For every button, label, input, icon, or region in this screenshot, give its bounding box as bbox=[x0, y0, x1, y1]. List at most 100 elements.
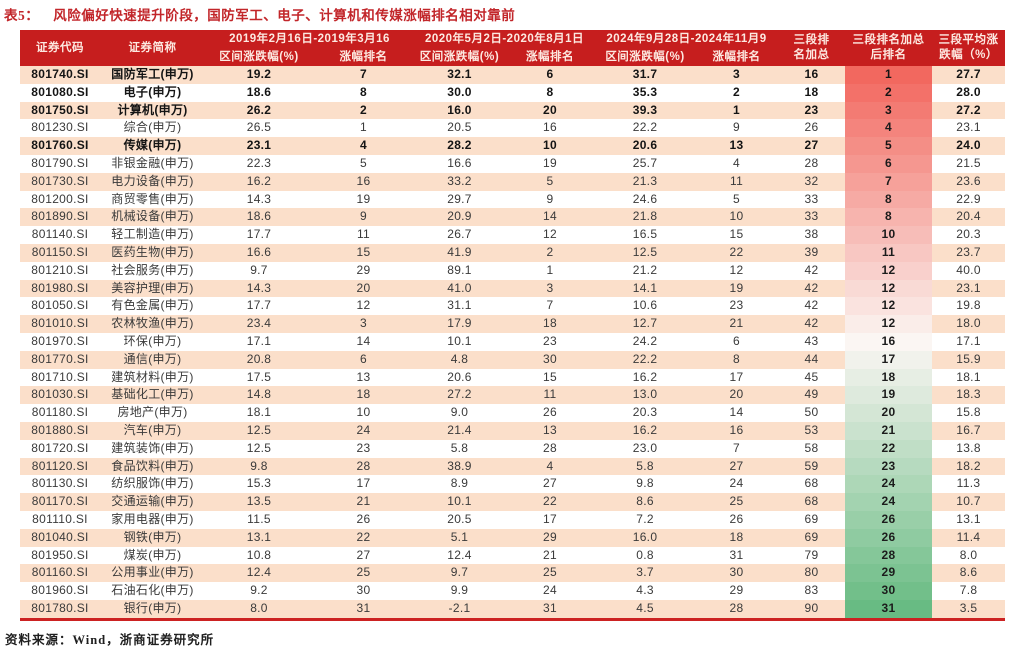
final-rank-cell: 23 bbox=[845, 458, 932, 476]
name-cell: 计算机(申万) bbox=[100, 102, 205, 120]
code-cell: 801200.SI bbox=[20, 191, 100, 209]
table-row: 801710.SI建筑材料(申万)17.51320.61516.21745181… bbox=[20, 369, 1005, 387]
code-cell: 801130.SI bbox=[20, 475, 100, 493]
rank-2020-cell: 4 bbox=[505, 458, 595, 476]
rank-2024-cell: 30 bbox=[695, 564, 778, 582]
table-row: 801200.SI商贸零售(申万)14.31929.7924.6533822.9 bbox=[20, 191, 1005, 209]
rank-2019-cell: 31 bbox=[313, 600, 414, 619]
final-rank-cell: 1 bbox=[845, 66, 932, 84]
code-cell: 801890.SI bbox=[20, 208, 100, 226]
name-cell: 医药生物(申万) bbox=[100, 244, 205, 262]
rank-2024-cell: 9 bbox=[695, 119, 778, 137]
rank-sum-cell: 50 bbox=[778, 404, 845, 422]
code-cell: 801950.SI bbox=[20, 547, 100, 565]
avg-chg-cell: 20.4 bbox=[932, 208, 1005, 226]
rank-2020-cell: 29 bbox=[505, 529, 595, 547]
table-row: 801010.SI农林牧渔(申万)23.4317.91812.721421218… bbox=[20, 315, 1005, 333]
final-rank-cell: 26 bbox=[845, 529, 932, 547]
avg-chg-line1: 三段平均涨 bbox=[932, 33, 1005, 48]
chg-2019-cell: 18.6 bbox=[205, 208, 313, 226]
rank-2024-cell: 22 bbox=[695, 244, 778, 262]
table-row: 801040.SI钢铁(申万)13.1225.12916.018692611.4 bbox=[20, 529, 1005, 547]
chg-2020-cell: 30.0 bbox=[414, 84, 505, 102]
rank-2020-cell: 2 bbox=[505, 244, 595, 262]
rank-2020-cell: 11 bbox=[505, 386, 595, 404]
rank-2020-cell: 21 bbox=[505, 547, 595, 565]
chg-2019-cell: 14.3 bbox=[205, 280, 313, 298]
avg-chg-cell: 21.5 bbox=[932, 155, 1005, 173]
chg-2019-cell: 18.1 bbox=[205, 404, 313, 422]
avg-chg-cell: 19.8 bbox=[932, 297, 1005, 315]
rank-sum-cell: 16 bbox=[778, 66, 845, 84]
avg-chg-cell: 28.0 bbox=[932, 84, 1005, 102]
avg-chg-cell: 11.4 bbox=[932, 529, 1005, 547]
chg-2019-cell: 12.5 bbox=[205, 440, 313, 458]
code-cell: 801970.SI bbox=[20, 333, 100, 351]
rank-2024-cell: 3 bbox=[695, 66, 778, 84]
rank-2020-cell: 9 bbox=[505, 191, 595, 209]
final-rank-cell: 6 bbox=[845, 155, 932, 173]
rank-sum-cell: 69 bbox=[778, 511, 845, 529]
rank-sum-cell: 42 bbox=[778, 315, 845, 333]
rank-2019-cell: 1 bbox=[313, 119, 414, 137]
rank-2020-cell: 24 bbox=[505, 582, 595, 600]
chg-2019-cell: 9.7 bbox=[205, 262, 313, 280]
table-row: 801960.SI石油石化(申万)9.2309.9244.32983307.8 bbox=[20, 582, 1005, 600]
name-cell: 美容护理(申万) bbox=[100, 280, 205, 298]
code-cell: 801770.SI bbox=[20, 351, 100, 369]
rank-2024-cell: 19 bbox=[695, 280, 778, 298]
code-cell: 801010.SI bbox=[20, 315, 100, 333]
chg-2020-cell: 26.7 bbox=[414, 226, 505, 244]
rank-2020-cell: 27 bbox=[505, 475, 595, 493]
col-header-period3: 2024年9月28日-2024年11月9 bbox=[595, 30, 778, 48]
chg-2019-cell: 26.5 bbox=[205, 119, 313, 137]
code-cell: 801120.SI bbox=[20, 458, 100, 476]
avg-chg-cell: 18.3 bbox=[932, 386, 1005, 404]
code-cell: 801050.SI bbox=[20, 297, 100, 315]
table-row: 801110.SI家用电器(申万)11.52620.5177.226692613… bbox=[20, 511, 1005, 529]
rank-2024-cell: 20 bbox=[695, 386, 778, 404]
chg-2024-cell: 22.2 bbox=[595, 351, 695, 369]
rank-2019-cell: 14 bbox=[313, 333, 414, 351]
chg-2024-cell: 25.7 bbox=[595, 155, 695, 173]
rank-2019-cell: 27 bbox=[313, 547, 414, 565]
code-cell: 801030.SI bbox=[20, 386, 100, 404]
rank-2020-cell: 14 bbox=[505, 208, 595, 226]
rank-sum-cell: 42 bbox=[778, 280, 845, 298]
rank-2019-cell: 16 bbox=[313, 173, 414, 191]
avg-chg-cell: 17.1 bbox=[932, 333, 1005, 351]
code-cell: 801150.SI bbox=[20, 244, 100, 262]
name-cell: 汽车(申万) bbox=[100, 422, 205, 440]
chg-2024-cell: 21.2 bbox=[595, 262, 695, 280]
rank-sum-cell: 27 bbox=[778, 137, 845, 155]
chg-2020-cell: 31.1 bbox=[414, 297, 505, 315]
chg-2024-cell: 13.0 bbox=[595, 386, 695, 404]
code-cell: 801760.SI bbox=[20, 137, 100, 155]
chg-2019-cell: 23.1 bbox=[205, 137, 313, 155]
name-cell: 传媒(申万) bbox=[100, 137, 205, 155]
name-cell: 家用电器(申万) bbox=[100, 511, 205, 529]
avg-chg-cell: 18.1 bbox=[932, 369, 1005, 387]
avg-chg-cell: 11.3 bbox=[932, 475, 1005, 493]
code-cell: 801180.SI bbox=[20, 404, 100, 422]
rank-2024-cell: 4 bbox=[695, 155, 778, 173]
chg-2024-cell: 9.8 bbox=[595, 475, 695, 493]
name-cell: 纺织服饰(申万) bbox=[100, 475, 205, 493]
rank-2020-cell: 19 bbox=[505, 155, 595, 173]
rank-2019-cell: 11 bbox=[313, 226, 414, 244]
rank-2020-cell: 13 bbox=[505, 422, 595, 440]
table-header: 证券代码 证券简称 2019年2月16日-2019年3月16 2020年5月2日… bbox=[20, 30, 1005, 66]
chg-2020-cell: 41.9 bbox=[414, 244, 505, 262]
code-cell: 801710.SI bbox=[20, 369, 100, 387]
rank-sum-cell: 33 bbox=[778, 191, 845, 209]
name-cell: 钢铁(申万) bbox=[100, 529, 205, 547]
chg-2024-cell: 24.6 bbox=[595, 191, 695, 209]
rank-2019-cell: 10 bbox=[313, 404, 414, 422]
rank-2019-cell: 9 bbox=[313, 208, 414, 226]
col-header-chg-2019: 区间涨跌幅(%) bbox=[205, 48, 313, 66]
rank-2024-cell: 15 bbox=[695, 226, 778, 244]
chg-2024-cell: 39.3 bbox=[595, 102, 695, 120]
table-row: 801760.SI传媒(申万)23.1428.21020.61327524.0 bbox=[20, 137, 1005, 155]
chg-2020-cell: 16.6 bbox=[414, 155, 505, 173]
name-cell: 通信(申万) bbox=[100, 351, 205, 369]
